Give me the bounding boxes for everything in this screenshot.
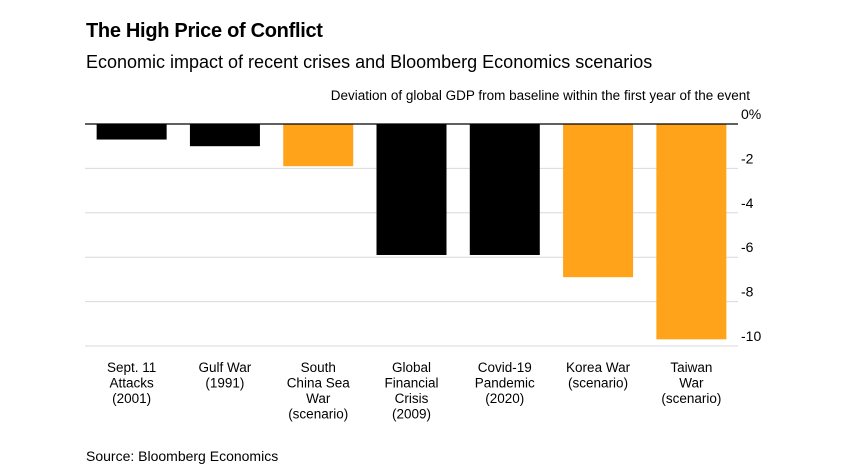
- x-category-label-line: Sept. 11: [107, 360, 156, 375]
- y-tick-label: -2: [741, 150, 754, 166]
- x-category-label-line: Pandemic: [475, 376, 535, 391]
- y-tick-label: 0%: [741, 106, 761, 122]
- bar: [189, 124, 260, 147]
- x-category-label: Gulf War (1991): [199, 360, 252, 391]
- bars: [96, 124, 727, 340]
- x-category-label-line: Attacks: [110, 376, 155, 391]
- x-category-label-line: War: [679, 376, 704, 391]
- y-axis-label: Deviation of global GDP from baseline wi…: [330, 88, 750, 103]
- x-category-label-line: Financial: [384, 376, 438, 391]
- x-category-label: Korea War (scenario): [566, 360, 631, 391]
- x-category-label-line: Covid-19: [478, 360, 532, 375]
- x-category-label-line: (2020): [485, 391, 524, 406]
- x-category-label-line: South: [301, 360, 336, 375]
- x-category-label-line: Global: [392, 360, 431, 375]
- bar: [469, 124, 540, 255]
- bar: [376, 124, 447, 255]
- x-category-label-line: (2009): [392, 407, 431, 422]
- x-category-label-line: Taiwan: [670, 360, 712, 375]
- x-category-label: Covid-19 Pandemic (2020): [475, 360, 535, 406]
- x-category-label: South China Sea War (scenario): [287, 360, 351, 422]
- y-tick-label: -8: [741, 284, 754, 300]
- x-category-label-line: (1991): [205, 376, 244, 391]
- source-note: Source: Bloomberg Economics: [86, 448, 279, 464]
- x-category-label-line: (scenario): [661, 391, 721, 406]
- y-tick-label: -6: [741, 239, 754, 255]
- x-category-label: Global Financial Crisis (2009): [384, 360, 438, 422]
- bar: [563, 124, 634, 278]
- x-category-label: Taiwan War (scenario): [661, 360, 721, 406]
- chart-subtitle: Economic impact of recent crises and Blo…: [86, 52, 653, 72]
- x-category-label-line: China Sea: [287, 376, 351, 391]
- x-category-label-line: War: [306, 391, 331, 406]
- x-category-label-line: (2001): [112, 391, 151, 406]
- x-category-labels: Sept. 11 Attacks (2001) Gulf War (1991) South…: [107, 360, 721, 422]
- bar: [283, 124, 354, 167]
- bar: [656, 124, 727, 340]
- y-tick-label: -10: [741, 328, 761, 344]
- x-category-label-line: (scenario): [288, 407, 348, 422]
- bar: [96, 124, 167, 140]
- x-category-label-line: Korea War: [566, 360, 631, 375]
- y-tick-label: -4: [741, 195, 754, 211]
- chart-title: The High Price of Conflict: [86, 20, 323, 42]
- x-category-label-line: Crisis: [395, 391, 429, 406]
- x-category-label-line: Gulf War: [199, 360, 252, 375]
- y-tick-labels: 0% -2 -4 -6 -8 -10: [741, 106, 761, 344]
- x-category-label: Sept. 11 Attacks (2001): [107, 360, 156, 406]
- x-category-label-line: (scenario): [568, 376, 628, 391]
